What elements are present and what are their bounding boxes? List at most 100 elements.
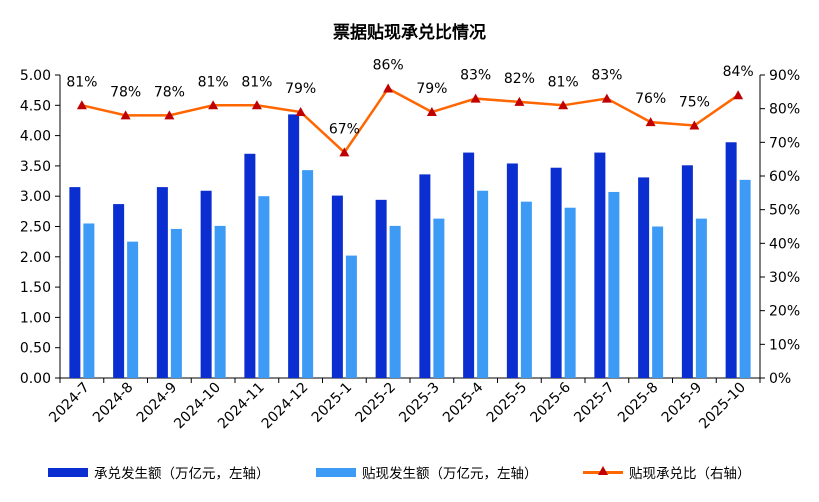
bar-discount bbox=[520, 201, 532, 378]
ratio-data-label: 75% bbox=[679, 95, 710, 111]
ratio-marker bbox=[164, 110, 175, 120]
bar-acceptance bbox=[725, 142, 737, 378]
ratio-data-label: 76% bbox=[635, 91, 666, 107]
x-tick-label: 2024-8 bbox=[90, 380, 136, 426]
ratio-data-label: 86% bbox=[373, 57, 404, 73]
ratio-data-label: 81% bbox=[66, 74, 97, 90]
bar-acceptance bbox=[113, 204, 125, 378]
ratio-marker bbox=[470, 93, 481, 103]
ratio-marker bbox=[733, 90, 744, 100]
bar-acceptance bbox=[156, 187, 168, 378]
ratio-marker bbox=[295, 107, 306, 117]
bar-discount bbox=[739, 179, 751, 378]
legend-item-ratio: 贴现承兑比（右轴） bbox=[583, 462, 751, 482]
x-tick-label: 2025-1 bbox=[309, 380, 355, 426]
x-tick-label: 2025-3 bbox=[396, 380, 442, 426]
bar-discount bbox=[214, 225, 226, 378]
ratio-data-label: 79% bbox=[285, 81, 316, 97]
ratio-marker bbox=[76, 100, 87, 110]
ratio-marker bbox=[601, 93, 612, 103]
x-tick-label: 2024-12 bbox=[259, 380, 312, 433]
x-tick-label: 2025-8 bbox=[615, 380, 661, 426]
bar-acceptance bbox=[681, 165, 693, 378]
y-right-tick-label: 10% bbox=[769, 337, 800, 353]
ratio-data-label: 83% bbox=[460, 68, 491, 84]
ratio-marker bbox=[120, 110, 131, 120]
legend-swatch-acceptance bbox=[48, 467, 88, 477]
bar-acceptance bbox=[419, 174, 431, 378]
ratio-data-label: 67% bbox=[329, 121, 360, 137]
y-right-tick-label: 40% bbox=[769, 236, 800, 252]
bar-discount bbox=[170, 228, 182, 378]
chart-legend: 承兑发生额（万亿元，左轴） 贴现发生额（万亿元，左轴） 贴现承兑比（右轴） bbox=[0, 462, 819, 484]
bar-discount bbox=[258, 196, 270, 378]
ratio-data-label: 82% bbox=[504, 71, 535, 87]
y-left-tick-label: 3.00 bbox=[20, 189, 51, 205]
bar-discount bbox=[302, 170, 314, 378]
x-tick-label: 2025-4 bbox=[440, 379, 486, 425]
ratio-data-label: 78% bbox=[154, 84, 185, 100]
y-left-tick-label: 1.00 bbox=[20, 310, 51, 326]
legend-label-ratio: 贴现承兑比（右轴） bbox=[629, 466, 751, 482]
ratio-marker bbox=[514, 96, 525, 106]
x-tick-label: 2025-5 bbox=[484, 380, 530, 426]
x-tick-label: 2024-7 bbox=[46, 380, 92, 426]
y-right-tick-label: 20% bbox=[769, 304, 800, 320]
bar-discount bbox=[127, 241, 139, 378]
ratio-data-label: 81% bbox=[241, 74, 272, 90]
legend-item-discount: 贴现发生额（万亿元，左轴） bbox=[316, 462, 538, 482]
ratio-marker bbox=[645, 117, 656, 127]
y-left-tick-label: 4.00 bbox=[20, 129, 51, 145]
ratio-data-label: 83% bbox=[591, 68, 622, 84]
bar-discount bbox=[433, 218, 445, 378]
ratio-data-label: 78% bbox=[110, 84, 141, 100]
bar-discount bbox=[83, 223, 95, 378]
chart-title: 票据贴现承兑比情况 bbox=[333, 23, 486, 43]
legend-swatch-ratio bbox=[583, 466, 623, 478]
y-right-tick-label: 70% bbox=[769, 135, 800, 151]
legend-label-discount: 贴现发生额（万亿元，左轴） bbox=[362, 466, 538, 482]
x-tick-label: 2025-10 bbox=[696, 380, 749, 433]
ratio-marker bbox=[383, 83, 394, 93]
ratio-data-label: 81% bbox=[548, 74, 579, 90]
ratio-data-label: 79% bbox=[416, 81, 447, 97]
bar-discount bbox=[652, 226, 664, 378]
bar-discount bbox=[389, 225, 401, 378]
y-left-tick-label: 0.50 bbox=[20, 341, 51, 357]
y-left-tick-label: 2.50 bbox=[20, 220, 51, 236]
legend-swatch-discount bbox=[316, 467, 356, 477]
bar-acceptance bbox=[288, 114, 300, 378]
bar-acceptance bbox=[244, 153, 256, 378]
legend-item-acceptance: 承兑发生额（万亿元，左轴） bbox=[48, 462, 270, 482]
bar-acceptance bbox=[375, 199, 387, 378]
ratio-marker bbox=[426, 107, 437, 117]
y-right-tick-label: 50% bbox=[769, 203, 800, 219]
y-left-tick-label: 2.00 bbox=[20, 250, 51, 266]
y-left-tick-label: 3.50 bbox=[20, 159, 51, 175]
bar-discount bbox=[695, 218, 707, 378]
legend-label-acceptance: 承兑发生额（万亿元，左轴） bbox=[94, 466, 270, 482]
ratio-marker bbox=[208, 100, 219, 110]
bar-acceptance bbox=[506, 163, 518, 378]
bar-acceptance bbox=[69, 187, 81, 378]
bar-acceptance bbox=[638, 177, 650, 378]
bar-discount bbox=[477, 190, 489, 378]
bar-acceptance bbox=[200, 190, 212, 378]
bar-discount bbox=[608, 191, 620, 378]
y-left-tick-label: 4.50 bbox=[20, 98, 51, 114]
x-tick-label: 2025-6 bbox=[528, 379, 574, 425]
y-right-tick-label: 60% bbox=[769, 169, 800, 185]
ratio-marker bbox=[689, 120, 700, 130]
x-tick-label: 2024-10 bbox=[171, 380, 224, 433]
ratio-marker bbox=[251, 100, 262, 110]
ratio-marker bbox=[339, 147, 350, 157]
x-tick-label: 2024-11 bbox=[215, 380, 268, 433]
y-left-tick-label: 1.50 bbox=[20, 280, 51, 296]
y-right-tick-label: 0% bbox=[769, 371, 791, 387]
x-tick-label: 2025-7 bbox=[571, 380, 617, 426]
y-right-tick-label: 80% bbox=[769, 102, 800, 118]
y-right-tick-label: 30% bbox=[769, 270, 800, 286]
bar-acceptance bbox=[594, 152, 606, 378]
